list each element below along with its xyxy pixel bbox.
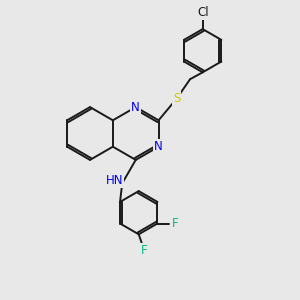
Text: S: S (173, 92, 180, 105)
Text: F: F (172, 217, 178, 230)
Text: Cl: Cl (197, 6, 208, 19)
Text: HN: HN (106, 174, 124, 188)
Text: N: N (154, 140, 163, 153)
Text: F: F (140, 244, 147, 257)
Text: N: N (131, 100, 140, 114)
